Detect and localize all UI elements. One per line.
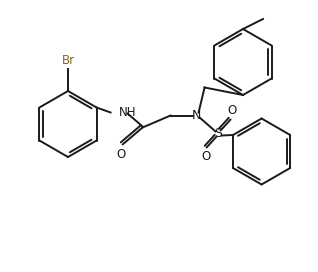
Text: S: S [215,127,223,140]
Text: O: O [227,104,236,116]
Text: O: O [116,147,125,160]
Text: NH: NH [119,106,136,119]
Text: N: N [192,109,201,122]
Text: O: O [201,150,210,163]
Text: Br: Br [61,54,74,67]
